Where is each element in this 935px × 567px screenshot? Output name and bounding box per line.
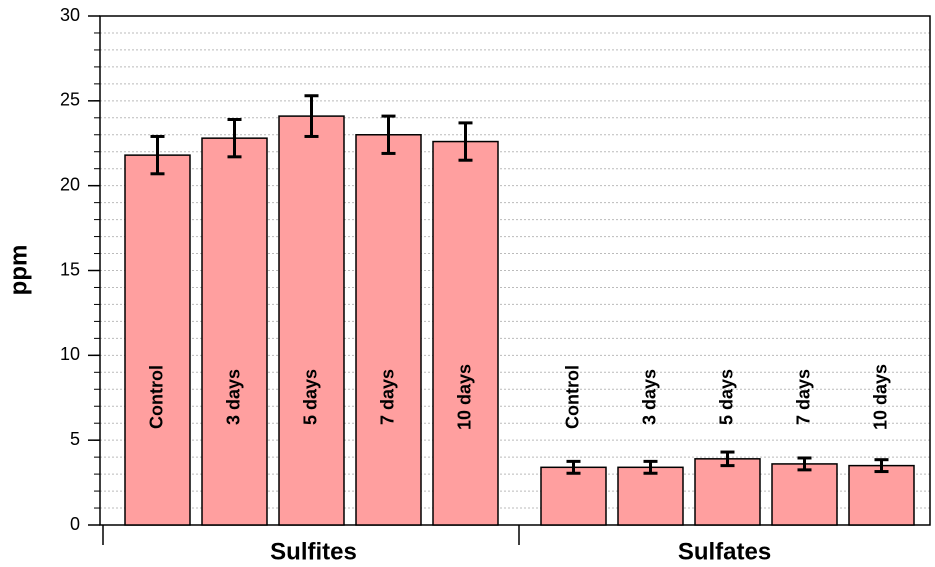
y-tick-label: 5 [70,429,80,449]
category-label: 5 days [300,369,320,425]
bar [278,115,345,526]
category-label: 5 days [716,369,736,425]
y-axis-label: ppm [5,245,32,296]
bar [124,154,191,526]
bar [432,140,499,526]
category-label: 3 days [223,369,243,425]
category-label: 7 days [377,369,397,425]
y-tick-label: 0 [70,514,80,534]
category-label: Control [146,365,166,429]
bar [694,458,761,526]
bar [540,466,607,526]
group-label: Sulfates [678,538,771,565]
category-label: 7 days [793,369,813,425]
y-tick-label: 25 [60,90,80,110]
plot-frame [99,15,931,526]
y-tick-label: 10 [60,344,80,364]
category-label: 10 days [870,364,890,430]
y-tick-label: 15 [60,259,80,279]
bar [771,463,838,526]
y-tick-label: 30 [60,5,80,25]
group-label: Sulfites [270,538,357,565]
bar [848,464,915,526]
bar [355,134,422,526]
bar [617,466,684,526]
category-label: 10 days [454,364,474,430]
y-tick-label: 20 [60,174,80,194]
bar [201,137,268,526]
category-label: Control [562,365,582,429]
category-label: 3 days [639,369,659,425]
